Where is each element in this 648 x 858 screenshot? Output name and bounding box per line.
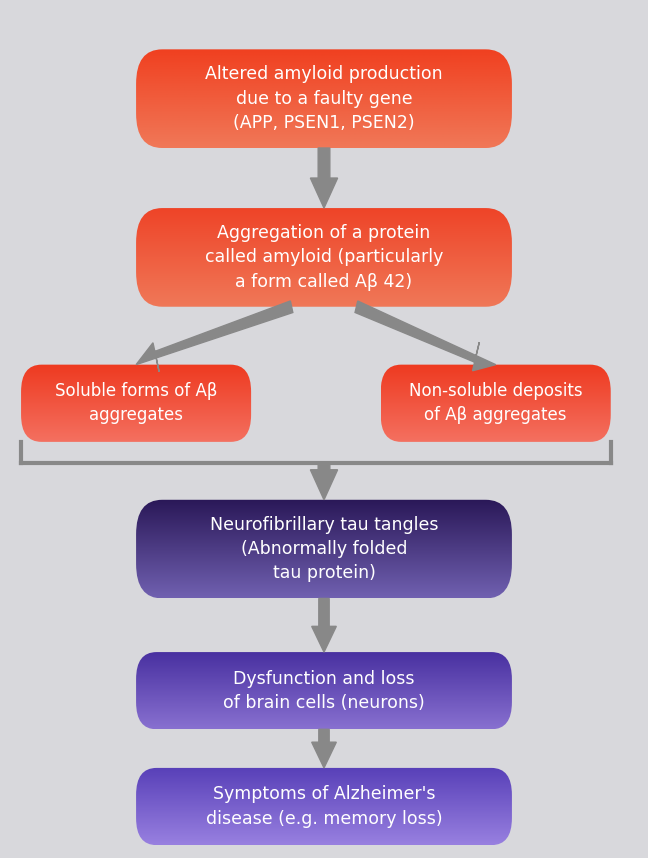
Text: Aggregation of a protein
called amyloid (particularly
a form called Aβ 42): Aggregation of a protein called amyloid … bbox=[205, 224, 443, 291]
Polygon shape bbox=[310, 463, 338, 499]
Polygon shape bbox=[312, 599, 336, 652]
Text: Non-soluble deposits
of Aβ aggregates: Non-soluble deposits of Aβ aggregates bbox=[409, 382, 583, 425]
Polygon shape bbox=[355, 301, 496, 371]
Text: Dysfunction and loss
of brain cells (neurons): Dysfunction and loss of brain cells (neu… bbox=[223, 669, 425, 712]
Text: Neurofibrillary tau tangles
(Abnormally folded
tau protein): Neurofibrillary tau tangles (Abnormally … bbox=[210, 516, 438, 583]
Text: Soluble forms of Aβ
aggregates: Soluble forms of Aβ aggregates bbox=[55, 382, 217, 425]
Polygon shape bbox=[136, 301, 293, 372]
Polygon shape bbox=[310, 148, 338, 208]
Polygon shape bbox=[312, 729, 336, 768]
Text: Altered amyloid production
due to a faulty gene
(APP, PSEN1, PSEN2): Altered amyloid production due to a faul… bbox=[205, 65, 443, 132]
Text: Symptoms of Alzheimer's
disease (e.g. memory loss): Symptoms of Alzheimer's disease (e.g. me… bbox=[205, 785, 443, 828]
